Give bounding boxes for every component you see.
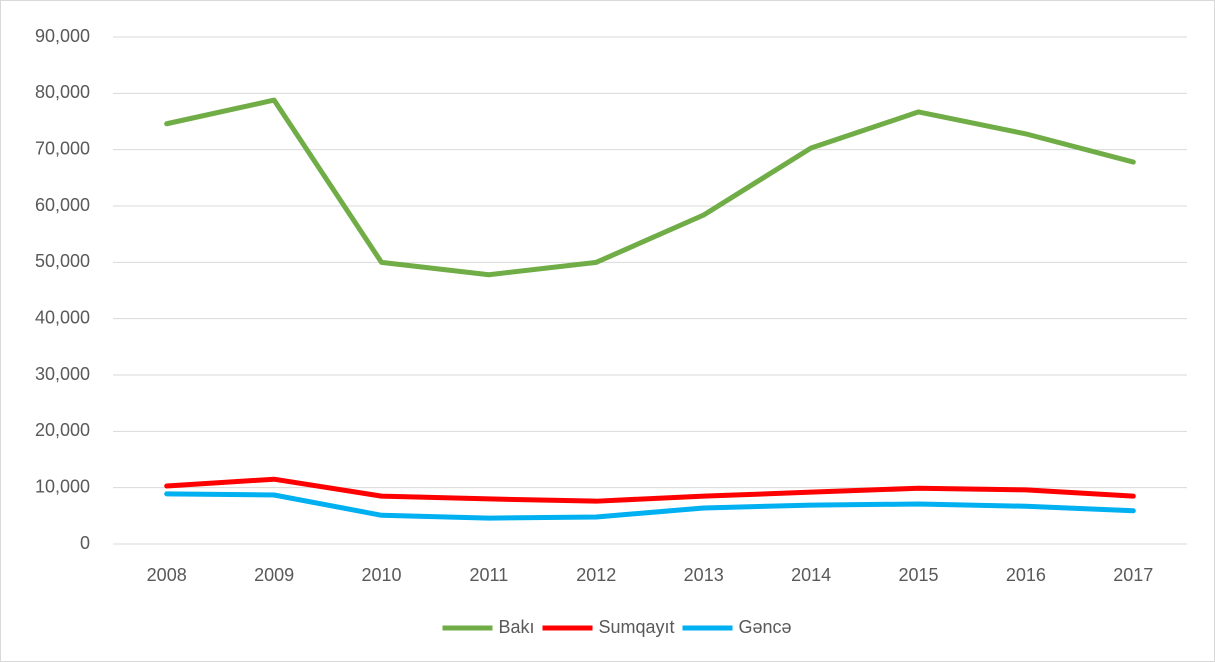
x-tick-label: 2017 — [1113, 565, 1153, 585]
x-tick-label: 2009 — [254, 565, 294, 585]
series-line — [164, 97, 1136, 278]
y-tick-label: 10,000 — [35, 476, 90, 496]
y-tick-label: 40,000 — [35, 307, 90, 327]
legend-label: Sumqayıt — [599, 617, 675, 637]
x-tick-label: 2015 — [898, 565, 938, 585]
y-tick-label: 30,000 — [35, 364, 90, 384]
x-tick-label: 2016 — [1006, 565, 1046, 585]
y-tick-label: 20,000 — [35, 420, 90, 440]
x-tick-label: 2008 — [147, 565, 187, 585]
x-tick-label: 2010 — [361, 565, 401, 585]
x-tick-label: 2013 — [684, 565, 724, 585]
y-tick-label: 60,000 — [35, 195, 90, 215]
x-tick-label: 2014 — [791, 565, 831, 585]
series-line — [164, 491, 1136, 521]
y-tick-label: 90,000 — [35, 26, 90, 46]
series-line — [164, 476, 1136, 504]
y-tick-label: 0 — [80, 533, 90, 553]
x-tick-label: 2011 — [470, 565, 509, 585]
legend-label: Bakı — [499, 617, 535, 637]
x-tick-label: 2012 — [576, 565, 616, 585]
legend-label: Gəncə — [739, 617, 792, 637]
y-tick-label: 80,000 — [35, 82, 90, 102]
y-tick-label: 50,000 — [35, 251, 90, 271]
y-tick-label: 70,000 — [35, 138, 90, 158]
